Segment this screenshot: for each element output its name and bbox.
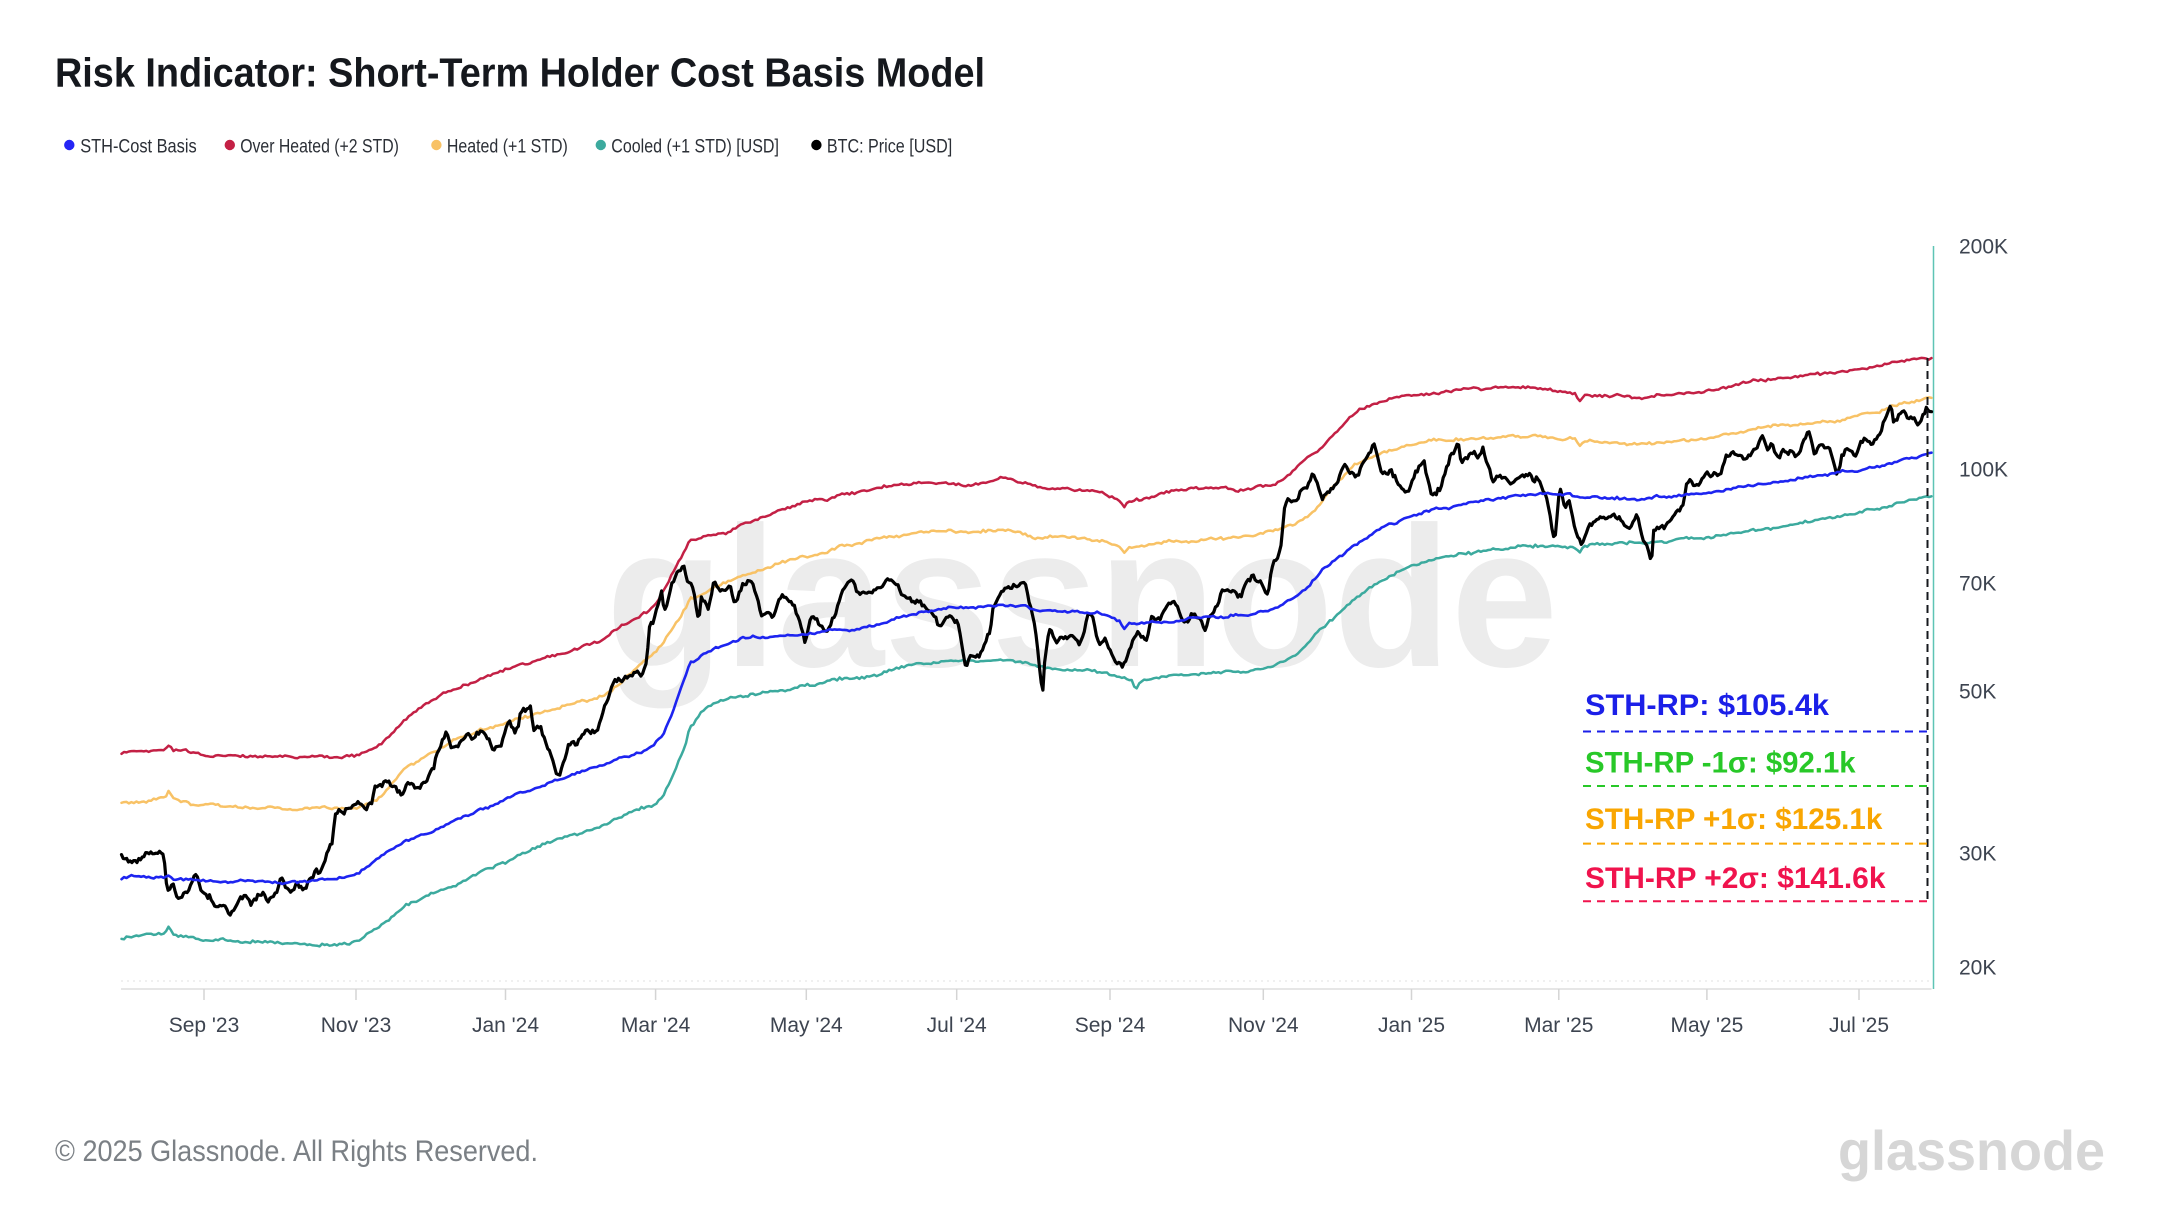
svg-text:Mar '25: Mar '25	[1524, 1014, 1593, 1037]
svg-text:Jul '25: Jul '25	[1829, 1014, 1889, 1037]
svg-text:Heated (+1 STD): Heated (+1 STD)	[447, 137, 568, 158]
svg-text:STH-RP +1σ: $125.1k: STH-RP +1σ: $125.1k	[1585, 803, 1883, 836]
svg-text:Mar '24: Mar '24	[621, 1014, 691, 1037]
svg-text:glassnode: glassnode	[1838, 1119, 2105, 1182]
svg-text:100K: 100K	[1959, 459, 2008, 482]
svg-text:© 2025 Glassnode. All Rights R: © 2025 Glassnode. All Rights Reserved.	[55, 1135, 538, 1168]
svg-text:Cooled (+1 STD) [USD]: Cooled (+1 STD) [USD]	[611, 137, 779, 158]
svg-text:Jan '24: Jan '24	[472, 1014, 539, 1037]
svg-text:Jul '24: Jul '24	[927, 1014, 987, 1037]
svg-text:Nov '24: Nov '24	[1228, 1014, 1299, 1037]
svg-text:Over Heated (+2 STD): Over Heated (+2 STD)	[240, 137, 399, 158]
svg-text:STH-RP +2σ: $141.6k: STH-RP +2σ: $141.6k	[1585, 862, 1886, 895]
svg-text:Nov '23: Nov '23	[321, 1014, 392, 1037]
svg-text:STH-RP -1σ: $92.1k: STH-RP -1σ: $92.1k	[1585, 747, 1856, 780]
svg-text:30K: 30K	[1959, 843, 1996, 866]
svg-text:STH-RP: $105.4k: STH-RP: $105.4k	[1585, 689, 1829, 722]
svg-text:Sep '23: Sep '23	[169, 1014, 240, 1037]
svg-text:May '25: May '25	[1670, 1014, 1743, 1037]
svg-text:20K: 20K	[1959, 957, 1996, 980]
svg-text:Jan '25: Jan '25	[1378, 1014, 1445, 1037]
svg-text:May '24: May '24	[770, 1014, 843, 1037]
svg-text:70K: 70K	[1959, 573, 1996, 596]
svg-text:Risk Indicator: Short-Term Hol: Risk Indicator: Short-Term Holder Cost B…	[55, 49, 985, 95]
svg-text:BTC: Price [USD]: BTC: Price [USD]	[827, 137, 952, 158]
svg-text:Sep '24: Sep '24	[1075, 1014, 1146, 1037]
svg-text:50K: 50K	[1959, 681, 1996, 704]
svg-text:STH-Cost Basis: STH-Cost Basis	[80, 137, 197, 158]
svg-text:200K: 200K	[1959, 236, 2008, 259]
svg-text:glassnode: glassnode	[606, 486, 1558, 709]
